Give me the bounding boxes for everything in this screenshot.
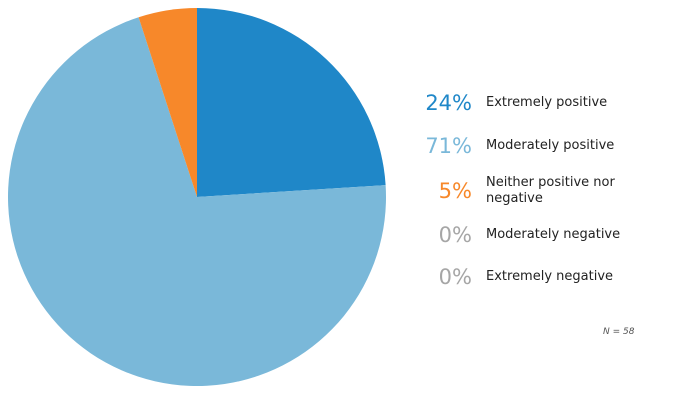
legend-entry: 24% Extremely positive [400,91,660,115]
annotation: N = 58 [603,327,635,337]
legend-value: 0% [438,265,472,289]
legend-label: Extremely negative [486,269,614,284]
legend-entry: 0% Extremely negative [400,265,660,289]
legend-value: 0% [438,223,472,247]
pie-slice [197,8,386,197]
legend-entry: 71% Moderately positive [400,134,660,158]
legend-entry: 5% Neither positive nor negative [400,175,660,207]
legend-label: Moderately negative [486,227,621,242]
pie [8,8,386,387]
legend-entry: 0% Moderately negative [400,223,660,247]
legend-value: 5% [438,179,472,203]
legend-label: Neither positive nor negative [486,175,615,206]
legend-value: 24% [425,91,472,115]
pie-slice [138,8,197,197]
pie-slice [8,17,386,387]
legend-value: 71% [425,134,472,158]
legend-label: Moderately positive [486,138,615,153]
legend-label: Extremely positive [486,95,608,110]
